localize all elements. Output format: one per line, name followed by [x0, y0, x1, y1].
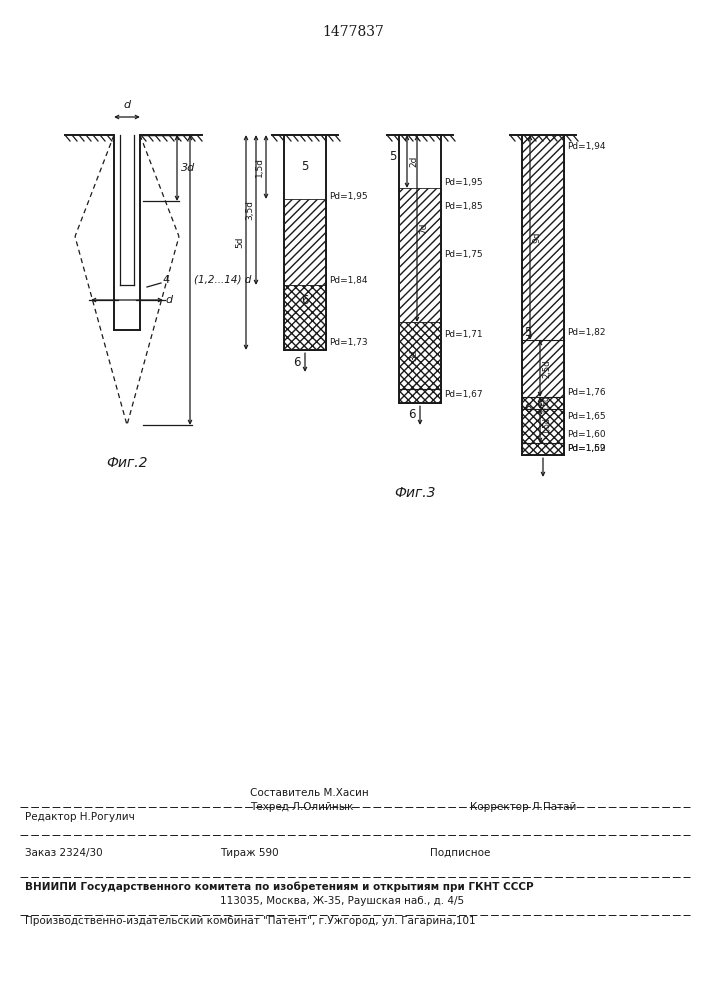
Text: Производственно-издательский комбинат "Патент", г.Ужгород, ул. Гагарина,101: Производственно-издательский комбинат "П…	[25, 916, 476, 926]
Text: ВНИИПИ Государственного комитета по изобретениям и открытиям при ГКНТ СССР: ВНИИПИ Государственного комитета по изоб…	[25, 882, 534, 892]
Bar	[399, 188, 441, 322]
Text: Редактор Н.Рогулич: Редактор Н.Рогулич	[25, 812, 135, 822]
Text: Pd=1,94: Pd=1,94	[567, 142, 605, 151]
Text: 6: 6	[293, 357, 301, 369]
Text: Pd=1,85: Pd=1,85	[444, 202, 483, 211]
Text: 1,5d: 1,5d	[542, 418, 551, 434]
Text: 6: 6	[525, 402, 532, 416]
Text: Pd=1,59: Pd=1,59	[567, 444, 606, 454]
Text: Pd=1,67: Pd=1,67	[444, 390, 483, 399]
Text: Pd=1,95: Pd=1,95	[444, 178, 483, 188]
Bar	[522, 135, 564, 340]
Text: Техред Л.Олийнык: Техред Л.Олийнык	[250, 802, 354, 812]
Text: 4: 4	[162, 275, 169, 285]
Text: 5: 5	[301, 160, 309, 174]
Text: 1477837: 1477837	[322, 25, 384, 39]
Bar	[399, 322, 441, 403]
Text: 6: 6	[409, 408, 416, 422]
Text: Pd=1,71: Pd=1,71	[444, 330, 483, 338]
Text: d: d	[165, 295, 172, 305]
Text: Фиг.3: Фиг.3	[395, 486, 436, 500]
Text: 5: 5	[390, 150, 397, 163]
Text: 113035, Москва, Ж-35, Раушская наб., д. 4/5: 113035, Москва, Ж-35, Раушская наб., д. …	[220, 896, 464, 906]
Text: Pd=1,82: Pd=1,82	[567, 328, 605, 336]
Bar	[284, 199, 326, 285]
Bar	[522, 340, 564, 397]
Text: Pd=1,62: Pd=1,62	[567, 444, 605, 452]
Text: Тираж 590: Тираж 590	[220, 848, 279, 858]
Text: Pd=1,60: Pd=1,60	[567, 430, 606, 440]
Text: Pd=1,73: Pd=1,73	[329, 338, 368, 347]
Text: d: d	[124, 100, 131, 110]
Text: 0,5d: 0,5d	[542, 394, 551, 412]
Text: Корректор Л.Патай: Корректор Л.Патай	[470, 802, 576, 812]
Text: 1,5d: 1,5d	[255, 157, 264, 177]
Text: Pd=1,76: Pd=1,76	[567, 387, 606, 396]
Text: 3d: 3d	[409, 350, 418, 361]
Text: 2d: 2d	[409, 156, 418, 167]
Text: 6: 6	[301, 294, 309, 306]
Text: 9d: 9d	[532, 232, 541, 243]
Text: 5d: 5d	[235, 237, 244, 248]
Bar	[284, 285, 326, 350]
Text: 7d: 7d	[419, 223, 428, 234]
Text: Pd=1,65: Pd=1,65	[567, 412, 606, 422]
Text: Составитель М.Хасин: Составитель М.Хасин	[250, 788, 369, 798]
Text: 5: 5	[525, 326, 532, 338]
Text: 2,5d: 2,5d	[542, 359, 551, 378]
Text: Заказ 2324/30: Заказ 2324/30	[25, 848, 103, 858]
Text: Фиг.2: Фиг.2	[106, 456, 148, 470]
Text: Подписное: Подписное	[430, 848, 491, 858]
Text: 3,5d: 3,5d	[245, 200, 254, 220]
Text: 3d: 3d	[181, 163, 195, 173]
Text: Pd=1,95: Pd=1,95	[329, 192, 368, 200]
Text: Pd=1,75: Pd=1,75	[444, 250, 483, 259]
Text: Pd=1,84: Pd=1,84	[329, 275, 368, 284]
Bar	[522, 397, 564, 455]
Text: (1,2...14) d: (1,2...14) d	[194, 275, 252, 285]
